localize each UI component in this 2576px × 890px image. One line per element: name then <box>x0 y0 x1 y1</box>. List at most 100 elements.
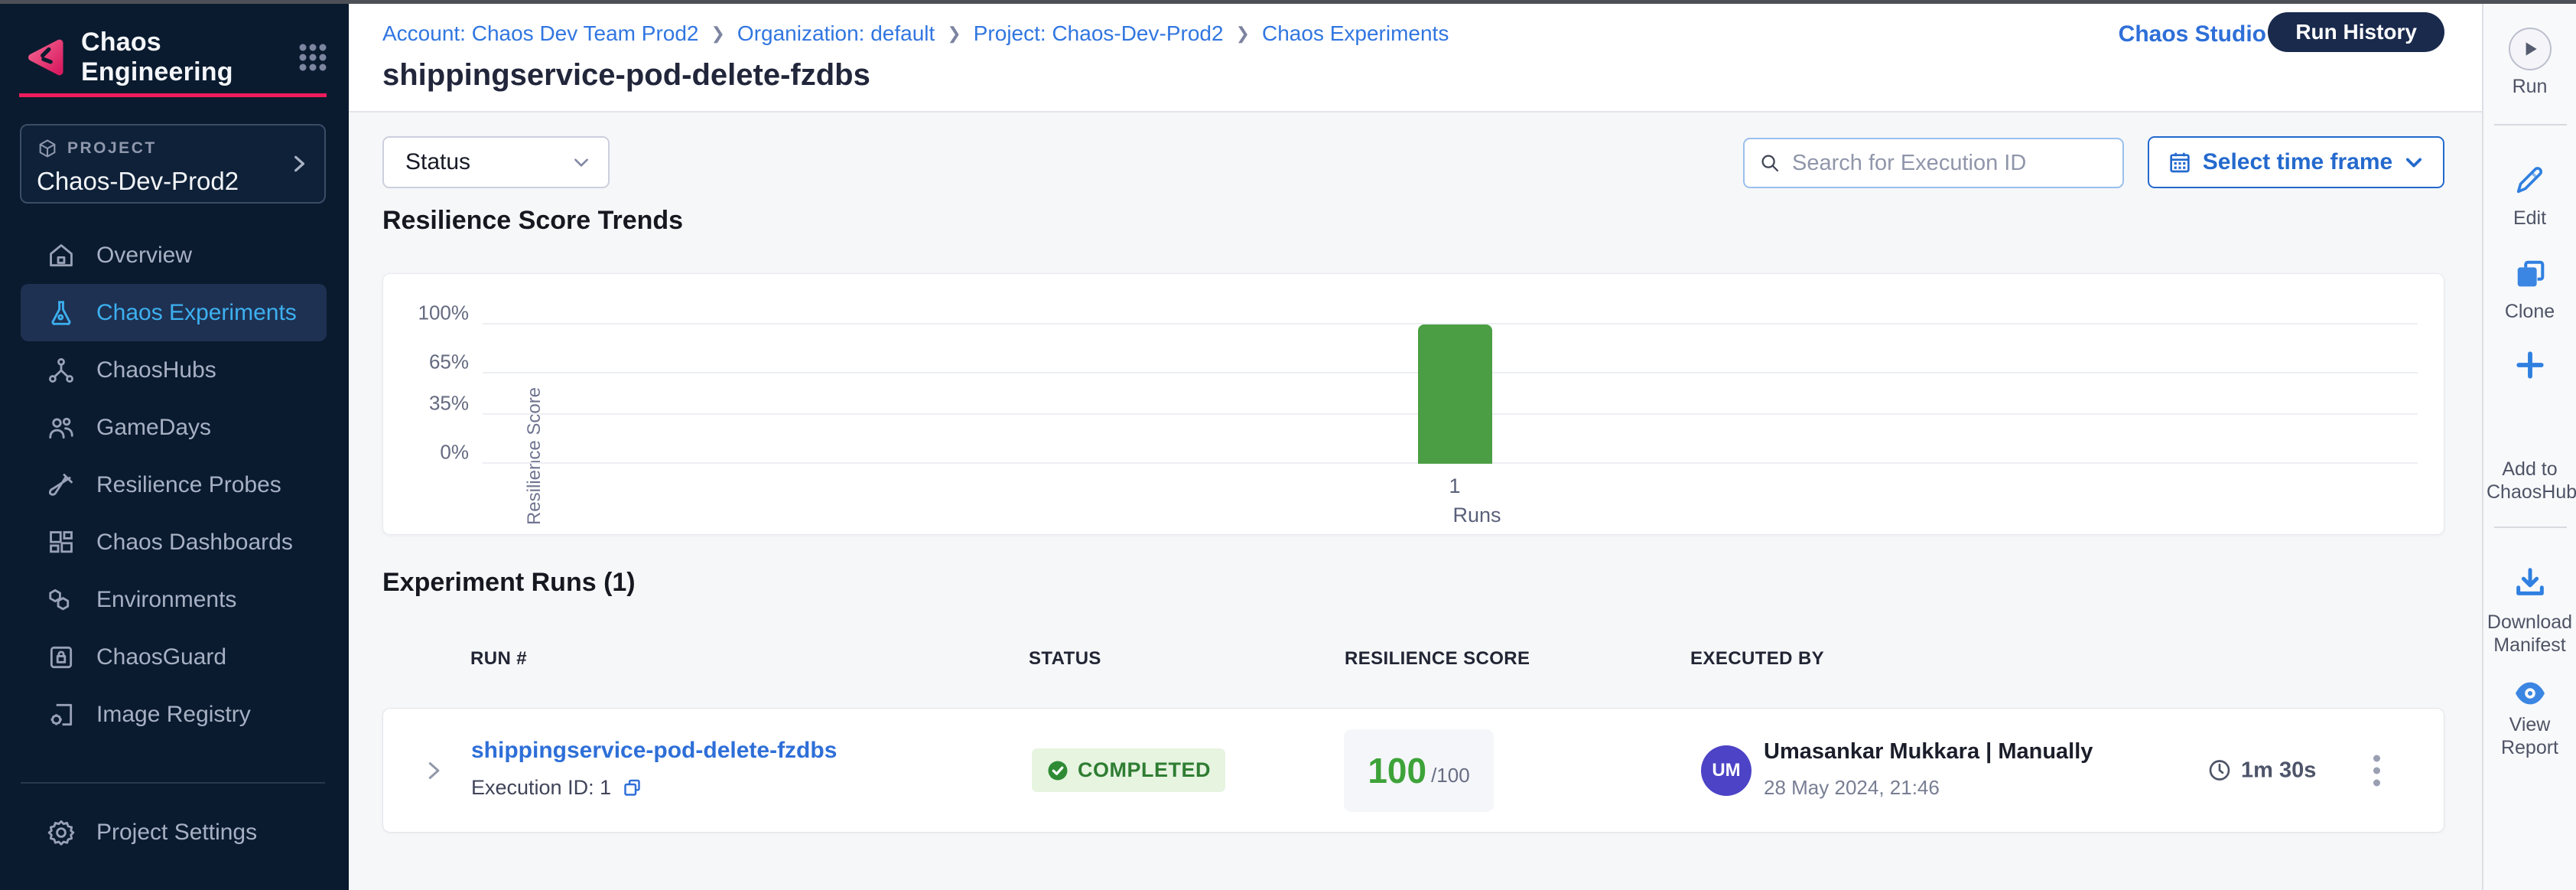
breadcrumb-project[interactable]: Project: Chaos-Dev-Prod2 <box>973 21 1224 45</box>
check-circle-icon <box>1048 761 1068 780</box>
breadcrumb-separator: ❯ <box>947 24 961 43</box>
page-title: shippingservice-pod-delete-fzdbs <box>382 58 870 92</box>
action-rail: Run Edit Clone Add to ChaosHub Download … <box>2482 0 2576 890</box>
sidebar-item-label: GameDays <box>96 414 212 440</box>
view-report-label: View Report <box>2500 714 2559 758</box>
gear-icon <box>47 820 75 846</box>
chaos-logo-icon <box>28 39 63 76</box>
execution-id-label: Execution ID: 1 <box>471 776 612 799</box>
project-selector[interactable]: PROJECT Chaos-Dev-Prod2 <box>20 124 326 204</box>
chaos-studio-link[interactable]: Chaos Studio <box>2118 21 2266 47</box>
breadcrumb-organization[interactable]: Organization: default <box>737 21 935 45</box>
expand-row-chevron-icon[interactable] <box>423 760 444 781</box>
y-tick-100: 100% <box>418 301 470 324</box>
sidebar-item-environments[interactable]: Environments <box>21 571 327 628</box>
status-filter-dropdown[interactable]: Status <box>382 136 610 188</box>
sidebar-item-chaos-dashboards[interactable]: Chaos Dashboards <box>21 513 327 571</box>
breadcrumb-chaos-experiments[interactable]: Chaos Experiments <box>1262 21 1449 45</box>
add-to-chaoshub-label: Add to ChaosHub <box>2487 458 2576 503</box>
sidebar-item-project-settings[interactable]: Project Settings <box>21 804 327 861</box>
run-duration-label: 1m 30s <box>2241 758 2317 782</box>
column-status: STATUS <box>1029 648 1101 669</box>
project-label: PROJECT <box>67 139 157 157</box>
download-manifest-label: Download Manifest <box>2487 611 2573 656</box>
resilience-score-value: 100 /100 <box>1344 729 1494 812</box>
table-row: shippingservice-pod-delete-fzdbs Executi… <box>382 708 2444 833</box>
guard-lock-icon <box>50 646 73 668</box>
sidebar-divider <box>21 782 325 784</box>
chevron-down-icon <box>2406 158 2422 168</box>
sidebar-item-chaosguard[interactable]: ChaosGuard <box>21 628 327 686</box>
sidebar-item-label: Chaos Dashboards <box>96 529 293 555</box>
sidebar-item-label: Overview <box>96 242 193 268</box>
chart-y-axis-title: Resilience Score <box>524 386 545 526</box>
executed-at-timestamp: 28 May 2024, 21:46 <box>1764 776 1940 799</box>
sidebar-item-chaos-experiments[interactable]: Chaos Experiments <box>21 284 327 341</box>
y-tick-35: 35% <box>428 391 469 415</box>
project-cube-icon <box>39 139 56 158</box>
y-tick-0: 0% <box>440 440 469 464</box>
select-time-frame-button[interactable]: Select time frame <box>2148 136 2444 188</box>
flask-icon <box>51 300 71 325</box>
clone-button[interactable] <box>2513 257 2548 292</box>
breadcrumb-account[interactable]: Account: Chaos Dev Team Prod2 <box>382 21 699 45</box>
sidebar-item-image-registry[interactable]: Image Registry <box>21 686 327 743</box>
sidebar-item-label: Image Registry <box>96 701 251 727</box>
edit-button[interactable] <box>2513 162 2548 197</box>
search-icon <box>1761 155 1779 172</box>
copy-icon[interactable] <box>622 778 642 798</box>
run-button-label: Run <box>2512 76 2548 97</box>
sidebar-item-label: Chaos Experiments <box>96 299 297 325</box>
people-icon <box>49 417 73 438</box>
run-duration: 1m 30s <box>2207 758 2316 783</box>
sidebar-item-label: Project Settings <box>96 819 258 845</box>
x-tick-1: 1 <box>1449 474 1461 497</box>
sidebar: Chaos Engineering PROJECT Chaos-Dev-Prod… <box>0 0 349 890</box>
clone-button-label: Clone <box>2504 301 2555 322</box>
app-logo-row: Chaos Engineering <box>23 28 329 87</box>
image-registry-icon <box>50 703 73 725</box>
download-manifest-button[interactable] <box>2513 565 2548 600</box>
clock-icon <box>2209 760 2230 781</box>
play-icon <box>2526 42 2537 56</box>
sidebar-item-chaoshubs[interactable]: ChaosHubs <box>21 341 327 399</box>
chevron-right-icon[interactable] <box>289 154 309 174</box>
rail-divider <box>2494 527 2567 528</box>
view-report-button[interactable] <box>2512 675 2548 712</box>
resilience-score-trends-title: Resilience Score Trends <box>382 206 684 235</box>
chevron-down-icon <box>574 158 588 167</box>
run-button[interactable] <box>2508 28 2552 70</box>
breadcrumb-separator: ❯ <box>711 24 725 43</box>
resilience-score-bar <box>1418 324 1492 464</box>
main-content: Status Select time frame Resilience Scor… <box>349 112 2482 890</box>
app-title: Chaos Engineering <box>81 28 233 86</box>
chart-plot-area: Resilience Score 0% 35% 65% 100% 1 Runs <box>418 302 2418 527</box>
avatar: UM <box>1701 745 1751 796</box>
status-badge-label: COMPLETED <box>1078 758 1212 781</box>
rail-divider <box>2494 124 2567 126</box>
sidebar-item-label: Environments <box>96 586 237 612</box>
chart-x-axis-title: Runs <box>1452 504 1501 527</box>
sidebar-item-resilience-probes[interactable]: Resilience Probes <box>21 456 327 513</box>
run-name-link[interactable]: shippingservice-pod-delete-fzdbs <box>471 738 838 763</box>
executed-by-name: Umasankar Mukkara | Manually <box>1764 739 2093 764</box>
score-total: /100 <box>1431 763 1470 787</box>
add-to-chaoshub-button[interactable] <box>2513 348 2547 382</box>
search-box <box>1743 138 2124 188</box>
sidebar-item-overview[interactable]: Overview <box>21 227 327 284</box>
resilience-score-chart: Resilience Score 0% 35% 65% 100% 1 Runs <box>382 273 2444 535</box>
breadcrumb-separator: ❯ <box>1235 24 1250 43</box>
row-menu-button[interactable] <box>2369 750 2385 791</box>
sidebar-item-gamedays[interactable]: GameDays <box>21 399 327 456</box>
page-header: Account: Chaos Dev Team Prod2 ❯ Organiza… <box>349 0 2482 112</box>
search-input[interactable] <box>1792 150 2109 176</box>
brand-accent-rule <box>19 93 327 97</box>
run-history-button[interactable]: Run History <box>2268 12 2444 52</box>
hub-network-icon <box>49 357 73 383</box>
home-icon <box>50 243 73 266</box>
score-number: 100 <box>1368 751 1427 791</box>
column-executed-by: EXECUTED BY <box>1690 648 1825 669</box>
module-grid-icon[interactable] <box>297 41 329 73</box>
column-run: RUN # <box>470 648 528 669</box>
